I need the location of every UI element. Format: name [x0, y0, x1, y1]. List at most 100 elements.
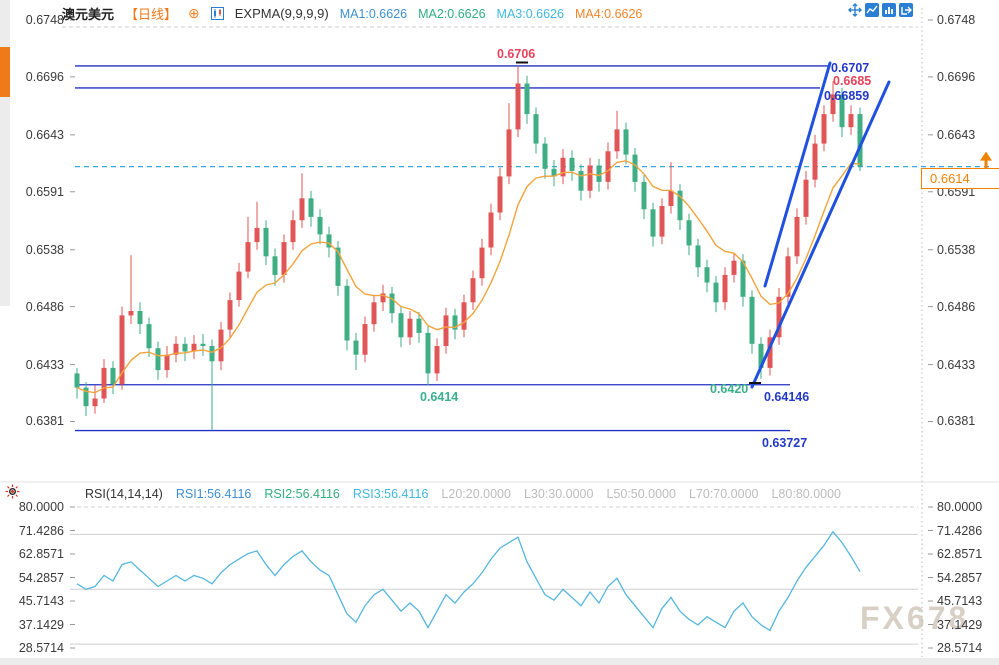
sidebar-scroll-handle[interactable] [0, 47, 10, 97]
candlestick[interactable] [191, 335, 197, 360]
candlestick[interactable] [263, 220, 269, 266]
candlestick[interactable] [686, 213, 692, 256]
sub-chart-panel-icon[interactable] [882, 3, 896, 17]
candlestick[interactable] [650, 202, 656, 247]
candlestick[interactable] [200, 334, 206, 356]
add-indicator-icon[interactable]: ⊕ [188, 5, 200, 21]
candlestick[interactable] [425, 326, 431, 386]
candlestick[interactable] [542, 137, 548, 179]
candlestick[interactable] [533, 107, 539, 154]
candlestick[interactable] [695, 238, 701, 278]
candlestick[interactable] [767, 329, 773, 376]
candlestick[interactable] [389, 286, 395, 323]
candlestick[interactable] [83, 382, 89, 416]
candlestick[interactable] [848, 105, 854, 135]
candlestick[interactable] [272, 248, 278, 286]
candlestick[interactable] [227, 292, 233, 338]
price-axis-label-left: 0.6748 [25, 13, 64, 27]
candlestick[interactable] [506, 103, 512, 185]
candlestick[interactable] [308, 190, 314, 227]
candlestick[interactable] [794, 208, 800, 264]
move-crosshair-icon[interactable] [848, 3, 862, 17]
candlestick[interactable] [164, 346, 170, 378]
candlestick[interactable] [758, 337, 764, 379]
candlestick[interactable] [299, 173, 305, 228]
candlestick[interactable] [497, 167, 503, 221]
candlestick[interactable] [119, 306, 125, 390]
candlestick[interactable] [785, 247, 791, 305]
candlestick[interactable] [344, 279, 350, 351]
candlestick[interactable] [74, 367, 80, 399]
candlestick[interactable] [839, 87, 845, 138]
candlestick[interactable] [830, 81, 836, 122]
candlestick[interactable] [101, 359, 107, 403]
candlestick[interactable] [452, 308, 458, 340]
candlestick[interactable] [731, 253, 737, 283]
candlestick[interactable] [560, 149, 566, 185]
candlestick[interactable] [317, 209, 323, 245]
candlestick[interactable] [524, 75, 530, 124]
candlestick[interactable] [254, 201, 260, 250]
candlestick[interactable] [488, 203, 494, 256]
popout-window-icon[interactable] [899, 3, 913, 17]
candlestick[interactable] [623, 122, 629, 165]
candlestick[interactable] [182, 337, 188, 362]
trend-channel-line-1[interactable] [763, 61, 832, 288]
candlestick[interactable] [668, 162, 674, 214]
candlestick[interactable] [326, 226, 332, 258]
candlestick[interactable] [362, 316, 368, 363]
candlestick[interactable] [407, 311, 413, 345]
candlestick[interactable] [722, 267, 728, 310]
candlestick[interactable] [587, 157, 593, 199]
candlestick[interactable] [713, 276, 719, 313]
candlestick[interactable] [515, 65, 521, 138]
candlestick[interactable] [173, 336, 179, 363]
candlestick[interactable] [353, 332, 359, 371]
candlestick[interactable] [470, 270, 476, 310]
candlestick[interactable] [137, 302, 143, 334]
candlestick[interactable] [155, 341, 161, 380]
candlestick[interactable] [380, 284, 386, 311]
rsi-axis-label-right: 62.8571 [937, 547, 983, 561]
candlestick[interactable] [479, 238, 485, 286]
candlestick[interactable] [434, 338, 440, 381]
candlestick[interactable] [92, 385, 98, 414]
candlestick[interactable] [569, 150, 575, 181]
candlestick-type-icon[interactable] [210, 7, 224, 20]
rsi-line[interactable] [76, 530, 861, 632]
candlestick[interactable] [461, 294, 467, 338]
candlestick[interactable] [335, 241, 341, 296]
candlestick[interactable] [443, 307, 449, 354]
candlestick[interactable] [551, 160, 557, 187]
trend-channel-line-2[interactable] [750, 80, 891, 389]
candlestick[interactable] [614, 110, 620, 159]
candlestick[interactable] [416, 312, 422, 343]
candlestick[interactable] [812, 134, 818, 188]
candlestick[interactable] [605, 142, 611, 190]
candlestick[interactable] [803, 171, 809, 225]
candlestick[interactable] [110, 361, 116, 395]
candlestick[interactable] [677, 184, 683, 230]
candlestick[interactable] [236, 262, 242, 307]
candlestick[interactable] [704, 259, 710, 293]
candlestick[interactable] [146, 317, 152, 357]
candlestick[interactable] [641, 175, 647, 220]
candlestick[interactable] [245, 216, 251, 279]
candlestick[interactable] [218, 321, 224, 371]
candlestick[interactable] [857, 107, 863, 172]
candlestick[interactable] [632, 148, 638, 192]
candlestick[interactable] [659, 198, 665, 245]
price-axis-label-left: 0.6643 [25, 127, 64, 142]
candlestick[interactable] [749, 290, 755, 354]
candlestick[interactable] [821, 105, 827, 152]
alert-sun-icon[interactable] [5, 484, 20, 504]
candlestick[interactable] [128, 255, 134, 325]
candlestick[interactable] [776, 288, 782, 345]
candlestick[interactable] [578, 164, 584, 201]
candlestick[interactable] [290, 210, 296, 250]
candlestick[interactable] [209, 339, 215, 431]
candlestick[interactable] [398, 306, 404, 348]
candlestick[interactable] [371, 294, 377, 332]
main-chart-panel-icon[interactable] [865, 3, 879, 17]
